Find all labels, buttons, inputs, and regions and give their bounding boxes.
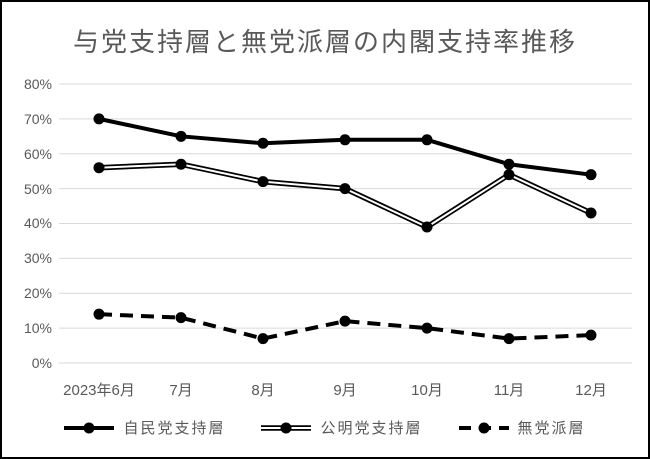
x-axis-tick-label: 11月: [493, 382, 525, 399]
data-point-marker: [93, 113, 105, 125]
data-point-marker: [339, 315, 351, 327]
data-point-marker: [339, 183, 351, 195]
y-axis-tick-label: 20%: [23, 285, 52, 301]
data-point-marker: [175, 130, 187, 142]
data-point-marker: [503, 158, 515, 170]
legend: 自民党支持層 公明党支持層 無党派層: [2, 417, 648, 438]
data-point-marker: [585, 169, 597, 181]
x-axis-tick-label: 9月: [333, 382, 357, 399]
data-point-marker: [421, 322, 433, 334]
y-axis-tick-label: 0%: [31, 355, 52, 371]
data-point-marker: [175, 312, 187, 324]
data-point-marker: [175, 158, 187, 170]
y-axis-tick-label: 10%: [23, 320, 52, 336]
x-axis-tick-label: 2023年6月: [63, 382, 135, 399]
chart-title: 与党支持層と無党派層の内閣支持率推移: [72, 27, 577, 57]
y-axis-tick-label: 30%: [23, 250, 52, 266]
y-axis-tick-label: 70%: [23, 111, 52, 127]
data-point-marker: [339, 134, 351, 146]
y-axis-tick-label: 40%: [23, 215, 52, 231]
dashed-line-marker-icon: [458, 422, 509, 433]
legend-item-komeito: 公明党支持層: [261, 417, 422, 438]
legend-item-jiminto: 自民党支持層: [64, 417, 225, 438]
data-point-marker: [421, 221, 433, 233]
x-axis-tick-label: 10月: [411, 382, 443, 399]
thick-solid-line-marker-icon: [64, 422, 115, 433]
series-line-公明党支持層: [98, 163, 592, 228]
legend-label: 自民党支持層: [123, 420, 226, 437]
y-axis-tick-label: 50%: [23, 181, 52, 197]
double-line-marker-icon: [261, 422, 312, 433]
series-line-公明党支持層: [98, 161, 593, 230]
x-axis-tick-label: 7月: [169, 382, 193, 399]
data-point-marker: [257, 176, 269, 188]
data-point-marker: [503, 169, 515, 181]
x-axis-tick-label: 8月: [251, 382, 275, 399]
data-point-marker: [257, 137, 269, 149]
y-axis-tick-label: 80%: [23, 76, 52, 92]
data-point-marker: [93, 162, 105, 174]
data-point-marker: [585, 207, 597, 219]
legend-label: 無党派層: [517, 420, 586, 437]
data-point-marker: [503, 333, 515, 345]
y-axis-tick-label: 60%: [23, 146, 52, 162]
data-point-marker: [585, 329, 597, 341]
legend-label: 公明党支持層: [320, 420, 423, 437]
data-point-marker: [93, 308, 105, 320]
data-point-marker: [421, 134, 433, 146]
x-axis-tick-label: 12月: [575, 382, 607, 399]
data-point-marker: [257, 333, 269, 345]
legend-item-mutohaso: 無党派層: [458, 417, 586, 438]
